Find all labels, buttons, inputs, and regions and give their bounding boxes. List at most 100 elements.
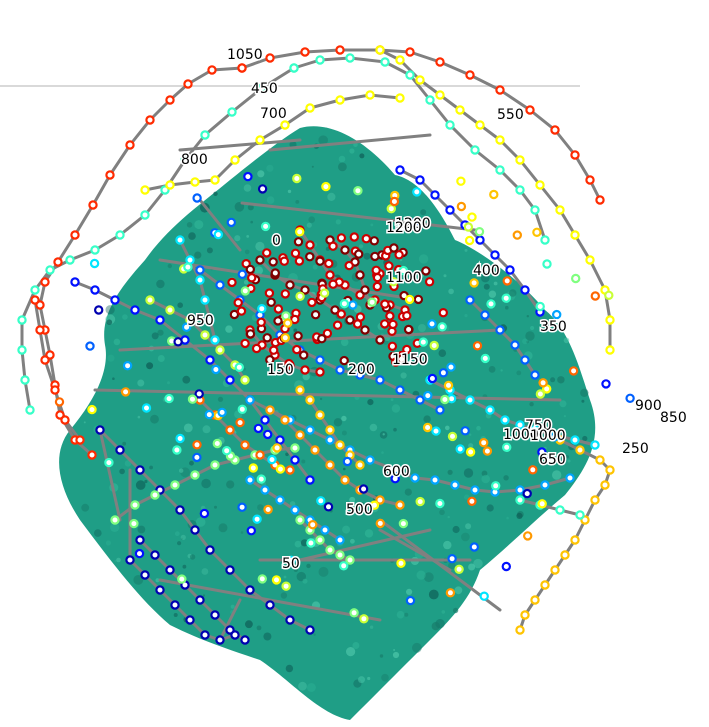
lineage-edge bbox=[210, 66, 244, 72]
colony-speckle bbox=[247, 204, 254, 211]
cell-node bbox=[213, 229, 223, 240]
cell-node bbox=[90, 285, 100, 295]
cell-node bbox=[402, 311, 412, 321]
colony-speckle bbox=[179, 468, 184, 473]
cell-node bbox=[438, 368, 449, 378]
lineage-edge bbox=[93, 233, 122, 252]
cell-node bbox=[570, 435, 580, 445]
cell-node bbox=[236, 306, 247, 316]
cell-node bbox=[230, 155, 240, 165]
lineage-edge bbox=[158, 258, 422, 302]
lineage-edge bbox=[91, 173, 112, 207]
lineage-edge bbox=[283, 106, 312, 127]
colony-speckle bbox=[500, 369, 503, 372]
colony-speckle bbox=[256, 625, 262, 631]
colony-speckle bbox=[296, 571, 306, 582]
frame-label-1200: 1200 bbox=[395, 216, 431, 232]
colony-speckle bbox=[116, 557, 121, 563]
lineage-edge bbox=[128, 118, 152, 147]
colony-speckle bbox=[174, 531, 180, 537]
colony-speckle bbox=[194, 220, 204, 230]
colony-speckle bbox=[418, 254, 429, 264]
cell-node bbox=[87, 450, 97, 460]
colony-speckle bbox=[294, 540, 302, 548]
cell-node bbox=[70, 230, 80, 240]
cell-node bbox=[205, 315, 215, 325]
cell-node bbox=[455, 444, 465, 454]
cell-node bbox=[590, 495, 600, 505]
cell-node bbox=[263, 429, 273, 440]
cell-node bbox=[286, 555, 296, 566]
lineage-edge bbox=[298, 528, 432, 562]
cell-node bbox=[532, 227, 542, 237]
colony-speckle bbox=[349, 148, 355, 154]
cell-node bbox=[325, 545, 335, 555]
cell-node bbox=[204, 409, 214, 420]
cell-node bbox=[281, 581, 291, 591]
colony-speckle bbox=[357, 502, 366, 511]
cell-node bbox=[245, 475, 255, 485]
cell-node bbox=[523, 531, 533, 541]
cell-nodes bbox=[17, 45, 635, 645]
cell-node bbox=[210, 460, 220, 470]
cell-node bbox=[361, 233, 371, 244]
cell-node bbox=[190, 177, 200, 187]
cell-node bbox=[495, 85, 505, 95]
cell-node bbox=[570, 230, 580, 240]
cell-node bbox=[305, 475, 315, 485]
colony-speckle bbox=[406, 588, 413, 596]
lineage-edge bbox=[378, 528, 452, 572]
colony-speckle bbox=[529, 402, 534, 407]
cell-node bbox=[252, 514, 262, 524]
cell-node bbox=[190, 525, 200, 535]
colony-speckle bbox=[333, 418, 343, 427]
cell-node bbox=[475, 235, 485, 245]
cell-node bbox=[375, 495, 385, 505]
cell-node bbox=[330, 305, 340, 315]
cell-node bbox=[175, 235, 185, 245]
cell-node bbox=[295, 291, 305, 301]
cell-node bbox=[335, 365, 345, 375]
cell-node bbox=[339, 561, 349, 571]
lineage-edge bbox=[528, 108, 557, 132]
colony-speckle bbox=[243, 184, 252, 192]
colony-speckle bbox=[468, 563, 476, 571]
cell-node bbox=[187, 394, 198, 404]
cell-node bbox=[530, 425, 540, 435]
cell-node bbox=[512, 230, 523, 240]
cell-node bbox=[192, 452, 202, 463]
cell-node bbox=[210, 175, 220, 185]
cell-node bbox=[380, 57, 390, 67]
lineage-edge bbox=[20, 288, 37, 322]
lineage-edge bbox=[158, 578, 382, 622]
colony-speckle bbox=[195, 517, 206, 527]
cell-node bbox=[550, 125, 560, 135]
cell-node bbox=[422, 422, 433, 433]
cell-node bbox=[542, 259, 552, 269]
lineage-edge bbox=[268, 50, 307, 60]
cell-node bbox=[402, 344, 412, 355]
cell-node bbox=[575, 510, 585, 520]
cell-node bbox=[398, 518, 409, 529]
cell-node bbox=[240, 375, 250, 385]
colony-speckle bbox=[505, 305, 509, 310]
lineage-edge bbox=[203, 110, 234, 137]
lineage-edge bbox=[408, 73, 432, 102]
cell-node bbox=[388, 277, 399, 287]
colony-speckle bbox=[396, 610, 405, 619]
frame-label-900: 900 bbox=[635, 398, 662, 414]
cell-node bbox=[447, 554, 457, 564]
cell-node bbox=[140, 570, 150, 580]
cell-node bbox=[17, 315, 27, 325]
colony-speckle bbox=[349, 496, 356, 503]
lineage-edge bbox=[98, 428, 122, 452]
cell-node bbox=[358, 484, 369, 494]
cell-node bbox=[260, 485, 270, 495]
cell-node bbox=[530, 205, 540, 215]
cell-node bbox=[207, 65, 217, 75]
colony-speckle bbox=[106, 319, 113, 326]
cell-node bbox=[455, 105, 465, 115]
cell-node bbox=[540, 580, 550, 590]
colony-speckle bbox=[137, 379, 145, 387]
lineage-edge bbox=[98, 428, 122, 522]
